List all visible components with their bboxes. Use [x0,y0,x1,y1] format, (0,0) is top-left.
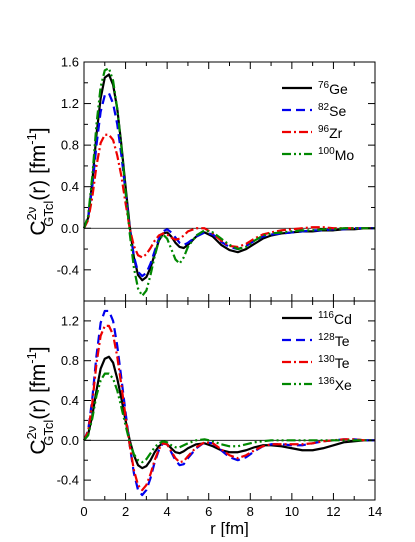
legend: 76Ge 82Se 96Zr 100Mo [282,80,354,163]
legend-element: Te [335,333,350,349]
legend-mass-number: 130 [318,354,335,365]
axis-frame [83,300,376,501]
x-axis-label: r [fm] [210,519,249,537]
y-tick-label: -0.4 [57,473,79,488]
x-tick-label: 12 [326,504,340,519]
legend-entry: 116Cd [318,310,352,327]
x-tick-label: 14 [368,504,382,519]
y-tick-label: 1.2 [61,96,79,111]
legend-entry: 82Se [318,102,346,119]
y-tick-label: 1.2 [61,313,79,328]
legend-element: Mo [335,147,355,163]
y-tick-label: -0.4 [57,262,79,277]
series-line-82-Se [82,92,375,278]
panel-bottom: 1.2 0.8 0.4 0.0 -0.4 0 2 4 6 8 10 12 14 r [fm] C2ν GTcl… [24,300,382,538]
legend-entry: 128Te [318,332,350,349]
legend-mass-number: 128 [318,332,335,343]
axis-frame [83,61,376,302]
y-axis-label-part: 2ν [24,426,39,440]
y-tick-label: 1.6 [61,55,79,70]
legend-element: Ge [329,81,348,97]
y-axis-label: C2ν GTcl(r) [fm-1] [24,127,56,235]
y-axis-label-part: ] [27,346,50,352]
y-axis-label-part: (r) [fm [27,145,50,201]
legend-mass-number: 116 [318,310,334,321]
legend-entry: 76Ge [318,80,348,97]
y-tick-label: 0.0 [61,221,79,236]
x-tick-label: 10 [285,504,299,519]
panel-top: 1.6 1.2 0.8 0.4 0.0 -0.4 C2ν GTcl(r) [fm-1] 76Ge… [24,55,376,302]
x-tick-label: 8 [247,504,254,519]
y-axis-label-part: -1 [24,352,39,364]
legend-element: Xe [335,377,352,393]
legend-mass-number: 82 [318,102,330,113]
legend-mass-number: 96 [318,124,330,135]
legend-element: Zr [329,125,343,141]
y-axis-label-part: GTcl [41,420,56,446]
series-line-96-Zr [83,133,375,259]
x-tick-label: 0 [80,504,87,519]
x-tick-label: 6 [205,504,212,519]
x-tick-label: 2 [122,504,129,519]
legend-mass-number: 76 [318,80,330,91]
y-axis-label-part: 2ν [24,207,39,221]
y-axis-label-part: -1 [24,133,39,145]
series-line-116-Cd [83,355,375,470]
y-axis-label: C2ν GTcl(r) [fm-1] [24,346,56,454]
legend-element: Se [329,103,346,119]
x-tick-label: 4 [164,504,171,519]
series-line-100-Mo [82,67,375,297]
y-axis-label-part: (r) [fm [27,364,50,420]
legend-entry: 136Xe [318,376,352,393]
y-axis-label-part: GTcl [41,201,56,227]
y-tick-label: 0.8 [61,353,79,368]
legend-entry: 100Mo [318,146,354,163]
y-tick-label: 0.4 [61,179,79,194]
y-tick-label: 0.0 [61,433,79,448]
legend-mass-number: 100 [318,146,335,157]
y-axis-label-part: ] [27,127,50,133]
legend-entry: 130Te [318,354,350,371]
legend-mass-number: 136 [318,376,335,387]
legend-element: Te [335,355,350,371]
y-tick-label: 0.8 [61,138,79,153]
y-tick-label: 0.4 [61,393,79,408]
y-axis-label-part: C [27,439,50,454]
y-axis-label-part: C [27,220,50,235]
legend-element: Cd [334,311,352,327]
legend-entry: 96Zr [318,124,343,141]
series-line-130-Te [83,324,375,492]
